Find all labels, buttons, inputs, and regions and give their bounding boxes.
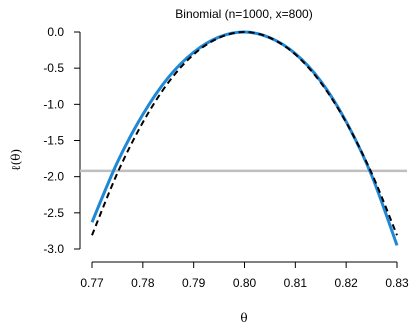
x-tick-label: 0.83 [385,276,409,290]
y-axis: 0.0 -0.5 -1.0 -1.5 -2.0 -2.5 -3.0 [43,25,81,256]
y-tick-label: -1.0 [43,97,64,111]
y-tick-label: -2.5 [43,206,64,220]
x-tick-label: 0.79 [182,276,206,290]
y-tick-label: -0.5 [43,61,64,75]
x-tick-label: 0.78 [131,276,155,290]
x-tick-label: 0.82 [334,276,358,290]
chart-title: Binomial (n=1000, x=800) [175,7,312,21]
y-tick-label: -2.0 [43,170,64,184]
y-axis-label: ℓ(θ) [9,149,23,171]
y-tick-label: -3.0 [43,242,64,256]
x-tick-label: 0.81 [284,276,308,290]
dashed-curve [91,30,398,236]
x-tick-label: 0.77 [80,276,104,290]
series-layer [90,30,399,246]
x-axis: 0.77 0.78 0.79 0.80 0.81 0.82 0.83 [80,261,409,290]
x-axis-label: θ [240,311,247,323]
y-tick-label: -1.5 [43,134,64,148]
solid-curve [90,30,399,246]
x-tick-label: 0.80 [233,276,257,290]
y-tick-label: 0.0 [47,25,64,39]
